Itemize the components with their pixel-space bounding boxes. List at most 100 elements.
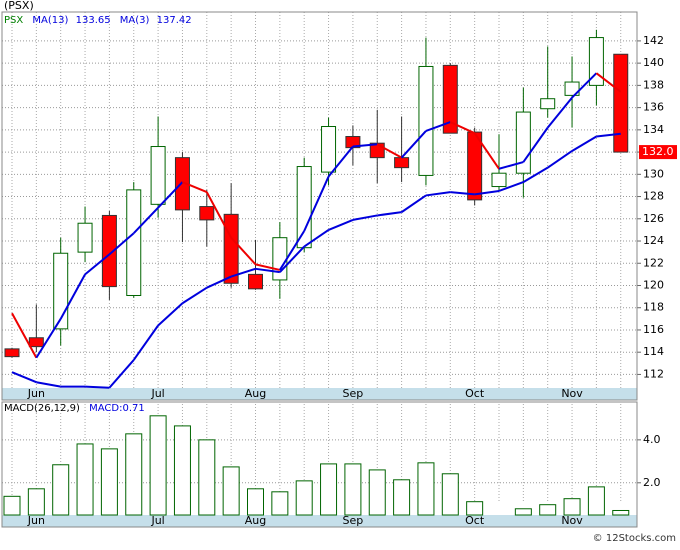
y-tick-label: 114	[643, 345, 664, 358]
candle-body	[174, 157, 190, 211]
legend-symbol: PSX	[4, 15, 23, 26]
ma-line-segment	[352, 214, 378, 221]
candle-body	[588, 37, 604, 86]
ma-line-segment	[377, 211, 402, 217]
x-tick-label: Sep	[343, 514, 364, 527]
ma-line-segment	[449, 121, 476, 135]
ma-line-segment	[84, 253, 111, 276]
legend-entry: MA(3)	[120, 15, 150, 26]
x-tick-label: Aug	[245, 514, 266, 527]
candle-body	[101, 214, 117, 288]
macd-bar	[222, 466, 240, 516]
ma-line-segment	[473, 132, 500, 170]
candle-body	[491, 172, 507, 188]
ma-line-segment	[498, 161, 524, 170]
candle-body	[418, 65, 434, 176]
main-frame	[1, 11, 638, 401]
ma-line-segment	[352, 143, 378, 148]
candle-body	[199, 206, 215, 221]
y-tick-label: 134	[643, 123, 664, 136]
ma-line-segment	[571, 135, 597, 152]
x-tick-label: Jun	[27, 514, 45, 527]
y-tick-label: 124	[643, 234, 664, 247]
ma-line-segment	[400, 130, 427, 159]
legend-value: 133.65	[76, 15, 111, 26]
candle-body	[53, 252, 69, 330]
candle-body	[28, 337, 44, 348]
x-tick-label: Nov	[561, 387, 583, 400]
macd-bar	[587, 486, 605, 516]
ma-line-segment	[108, 232, 135, 256]
ma-line-segment	[522, 166, 549, 183]
last-price-tag	[639, 145, 677, 160]
y-tick-label: 126	[643, 212, 664, 225]
ma-line-segment	[450, 191, 475, 196]
macd-bar	[514, 508, 532, 516]
x-tick-label: Jul	[150, 387, 164, 400]
y-tick-label: 138	[643, 78, 664, 91]
candle-body	[540, 98, 556, 110]
x-tick-label: Oct	[465, 387, 485, 400]
candle-body	[272, 237, 288, 281]
y-tick-label: 136	[643, 101, 664, 114]
ma-line-segment	[132, 324, 159, 361]
macd-bar	[466, 501, 484, 516]
ma-line-segment	[547, 150, 573, 169]
macd-frame	[1, 401, 638, 528]
ma-line-segment	[279, 230, 306, 271]
ma-line-segment	[11, 371, 37, 384]
macd-bar	[344, 463, 362, 516]
macd-bar	[368, 469, 386, 516]
ma-line-segment	[328, 218, 354, 231]
ma-line-segment	[571, 72, 598, 99]
macd-bar	[76, 443, 94, 516]
ma-line-segment	[206, 275, 232, 289]
macd-bar	[198, 439, 216, 516]
ma-line-segment	[36, 381, 61, 388]
ma-line-segment	[595, 72, 622, 93]
legend-value: 137.42	[157, 15, 192, 26]
ma-line-segment	[205, 191, 233, 239]
x-tick-label: Jul	[150, 514, 164, 527]
ma-line-segment	[59, 273, 86, 320]
y-tick-label: 120	[643, 278, 664, 291]
y-tick-label: 128	[643, 190, 664, 203]
y-tick-label: 130	[643, 167, 664, 180]
candle-body	[4, 348, 20, 358]
macd-title: MACD(26,12,9)	[4, 403, 80, 414]
y-tick-label: 4.0	[643, 433, 661, 446]
candle-body	[126, 189, 142, 296]
macd-bar	[125, 433, 143, 516]
ma-line-segment	[85, 385, 110, 389]
ma-line-segment	[181, 286, 208, 305]
y-tick-label: 112	[643, 367, 664, 380]
macd-bar	[539, 504, 557, 516]
candle-body	[467, 131, 483, 201]
ma-line-segment	[327, 145, 354, 178]
ma-line-segment	[401, 194, 427, 213]
last-price-label: 132.0	[642, 145, 674, 158]
ma-line-segment	[133, 206, 159, 234]
y-tick-label: 2.0	[643, 476, 661, 489]
chart-title: (PSX)	[4, 0, 34, 12]
x-axis-band	[2, 388, 637, 400]
macd-bar	[612, 509, 630, 516]
ma-line-segment	[230, 237, 257, 266]
macd-bar	[100, 448, 118, 516]
macd-bar	[320, 463, 338, 516]
y-tick-label: 122	[643, 256, 664, 269]
macd-legend: MACD(26,12,9) MACD:0.71	[4, 403, 145, 414]
macd-label: MACD:	[89, 403, 122, 414]
legend-entry: MA(13)	[32, 15, 68, 26]
x-axis-band	[2, 515, 637, 527]
ma-line-segment	[303, 229, 330, 248]
macd-bar	[52, 464, 70, 516]
macd-bar	[3, 495, 21, 516]
x-tick-label: Nov	[561, 514, 583, 527]
macd-bar	[271, 491, 289, 516]
candle-body	[613, 53, 629, 153]
candle-body	[248, 273, 263, 290]
ma-line-segment	[425, 121, 451, 132]
ma-line-segment	[11, 312, 38, 359]
